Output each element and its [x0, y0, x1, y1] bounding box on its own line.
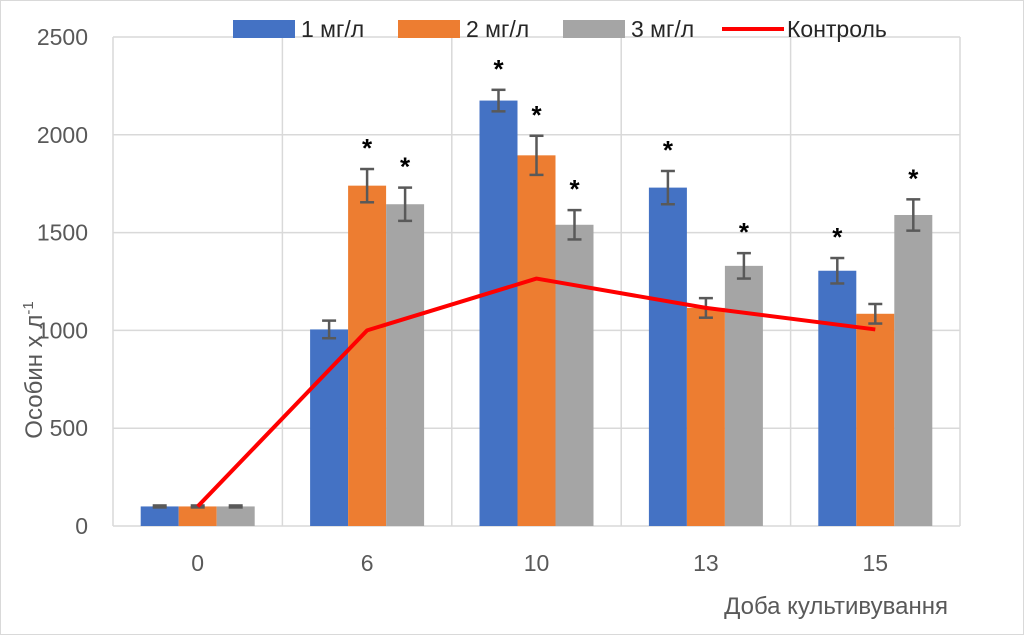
bars: [140, 100, 933, 526]
significance-star: *: [908, 163, 919, 193]
legend-label: 1 мг/л: [301, 16, 364, 42]
control-line: [196, 276, 876, 508]
y-axis-title-superscript: -1: [20, 301, 37, 314]
error-bars: [152, 88, 921, 509]
significance-star: *: [569, 174, 580, 204]
bar: [856, 313, 895, 526]
y-tick-label: 2000: [37, 122, 88, 148]
legend-swatch: [398, 20, 460, 38]
significance-star: *: [739, 217, 750, 247]
bar: [479, 100, 518, 526]
significance-star: *: [400, 152, 411, 182]
bar: [386, 204, 425, 526]
significance-markers: * * * * * * * * *: [362, 54, 919, 252]
y-axis-title-text: Особин х л: [21, 315, 48, 439]
bar: [724, 265, 763, 526]
x-tick-label: 6: [361, 550, 374, 576]
bar: [310, 329, 349, 526]
bar: [178, 506, 217, 526]
bar: [648, 187, 687, 526]
y-tick-label: 0: [75, 513, 88, 539]
legend-label: 2 мг/л: [466, 16, 529, 42]
x-axis-title: Доба культивування: [724, 593, 948, 620]
significance-star: *: [531, 100, 542, 130]
legend: 1 мг/л 2 мг/л 3 мг/л Контроль: [233, 16, 887, 42]
y-tick-label: 1000: [37, 317, 88, 343]
significance-star: *: [832, 222, 843, 252]
bar: [348, 185, 387, 526]
x-tick-label: 15: [863, 550, 889, 576]
series-line: [196, 276, 876, 508]
legend-label: Контроль: [787, 16, 887, 42]
bar: [216, 506, 255, 526]
y-axis-title: Особин х л-1: [20, 301, 48, 438]
bar: [555, 224, 594, 526]
y-tick-label: 1500: [37, 220, 88, 246]
y-axis-ticks: 0 500 1000 1500 2000 2500: [37, 24, 88, 539]
y-tick-label: 500: [50, 415, 88, 441]
significance-star: *: [663, 135, 674, 165]
x-tick-label: 13: [693, 550, 719, 576]
bar: [686, 307, 725, 526]
significance-star: *: [493, 54, 504, 84]
y-tick-label: 2500: [37, 24, 88, 50]
x-tick-label: 10: [524, 550, 550, 576]
x-axis-ticks: 0 6 10 13 15: [191, 550, 888, 576]
legend-swatch: [233, 20, 295, 38]
legend-swatch: [563, 20, 625, 38]
significance-star: *: [362, 133, 373, 163]
bar: [517, 155, 556, 526]
x-tick-label: 0: [191, 550, 204, 576]
bar: [818, 270, 857, 526]
bar: [140, 506, 179, 526]
legend-label: 3 мг/л: [631, 16, 694, 42]
bar: [894, 214, 933, 526]
